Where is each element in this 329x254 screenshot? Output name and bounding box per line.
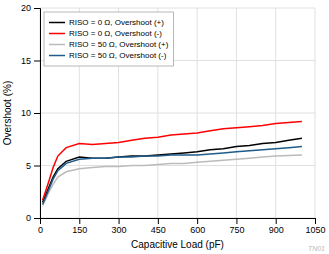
y-axis: 0 5 10 15 20: [21, 3, 41, 223]
tick: 450: [151, 218, 166, 235]
tick-mark: [158, 218, 159, 224]
tick-label: 5: [26, 161, 31, 171]
tick: 0: [38, 218, 43, 235]
tick-label: 0: [26, 213, 31, 223]
x-axis-title: Capacitive Load (pF): [131, 239, 224, 250]
tick: 10: [21, 108, 40, 118]
watermark: TN01: [308, 245, 325, 252]
tick: 5: [26, 161, 40, 171]
tick: 20: [21, 3, 40, 13]
tick-mark: [315, 218, 316, 224]
series-line: [43, 138, 302, 202]
tick-label: 1050: [305, 225, 325, 235]
tick-label: 600: [190, 225, 205, 235]
axis-line: [41, 219, 316, 225]
tick: 15: [21, 56, 40, 66]
tick: 150: [72, 218, 87, 235]
tick-label: 150: [72, 225, 87, 235]
legend-swatch: [49, 22, 65, 24]
grid-line-y: [40, 8, 315, 9]
tick: 0: [26, 213, 40, 223]
tick: 1050: [305, 218, 325, 235]
series-line: [43, 147, 302, 205]
grid: [40, 8, 315, 218]
tick-label: 450: [151, 225, 166, 235]
legend-swatch: [49, 33, 65, 35]
chart: 0 150 300 450 600 750 900 1050 0 5 10 15 20 Capacitiv…: [0, 0, 329, 254]
tick-mark: [236, 218, 237, 224]
tick: 900: [269, 218, 284, 235]
tick-mark: [34, 113, 40, 114]
legend-label: RISO = 0 Ω, Overshoot (-): [69, 29, 162, 38]
tick-label: 300: [112, 225, 127, 235]
tick-label: 10: [21, 108, 31, 118]
tick-label: 15: [21, 56, 31, 66]
legend-label: RISO = 50 Ω, Overshoot (+): [69, 40, 169, 49]
tick-mark: [79, 218, 80, 224]
plot-area: [43, 121, 302, 205]
tick: 300: [112, 218, 127, 235]
tick: 750: [229, 218, 244, 235]
axis-line: [34, 9, 41, 219]
legend-label: RISO = 50 Ω, Overshoot (-): [69, 51, 167, 60]
legend-swatch: [49, 44, 65, 46]
tick-mark: [276, 218, 277, 224]
tick-label: 900: [269, 225, 284, 235]
x-axis: 0 150 300 450 600 750 900 1050: [38, 218, 326, 235]
tick-mark: [34, 166, 40, 167]
tick-mark: [34, 8, 40, 9]
legend-swatch: [49, 55, 65, 57]
grid-line-y: [40, 165, 315, 166]
tick-mark: [34, 218, 40, 219]
grid-line-y: [40, 113, 315, 114]
legend: RISO = 0 Ω, Overshoot (+) RISO = 0 Ω, Ove…: [44, 12, 173, 66]
series-line: [43, 121, 302, 200]
tick-label: 750: [229, 225, 244, 235]
legend-label: RISO = 0 Ω, Overshoot (+): [69, 18, 164, 27]
tick-label: 20: [21, 3, 31, 13]
legend-frame: [44, 12, 173, 66]
tick-mark: [34, 61, 40, 62]
series-line: [43, 155, 302, 205]
tick-label: 0: [38, 225, 43, 235]
tick-mark: [197, 218, 198, 224]
tick-mark: [119, 218, 120, 224]
y-axis-title: Overshoot (%): [2, 81, 13, 145]
tick: 600: [190, 218, 205, 235]
